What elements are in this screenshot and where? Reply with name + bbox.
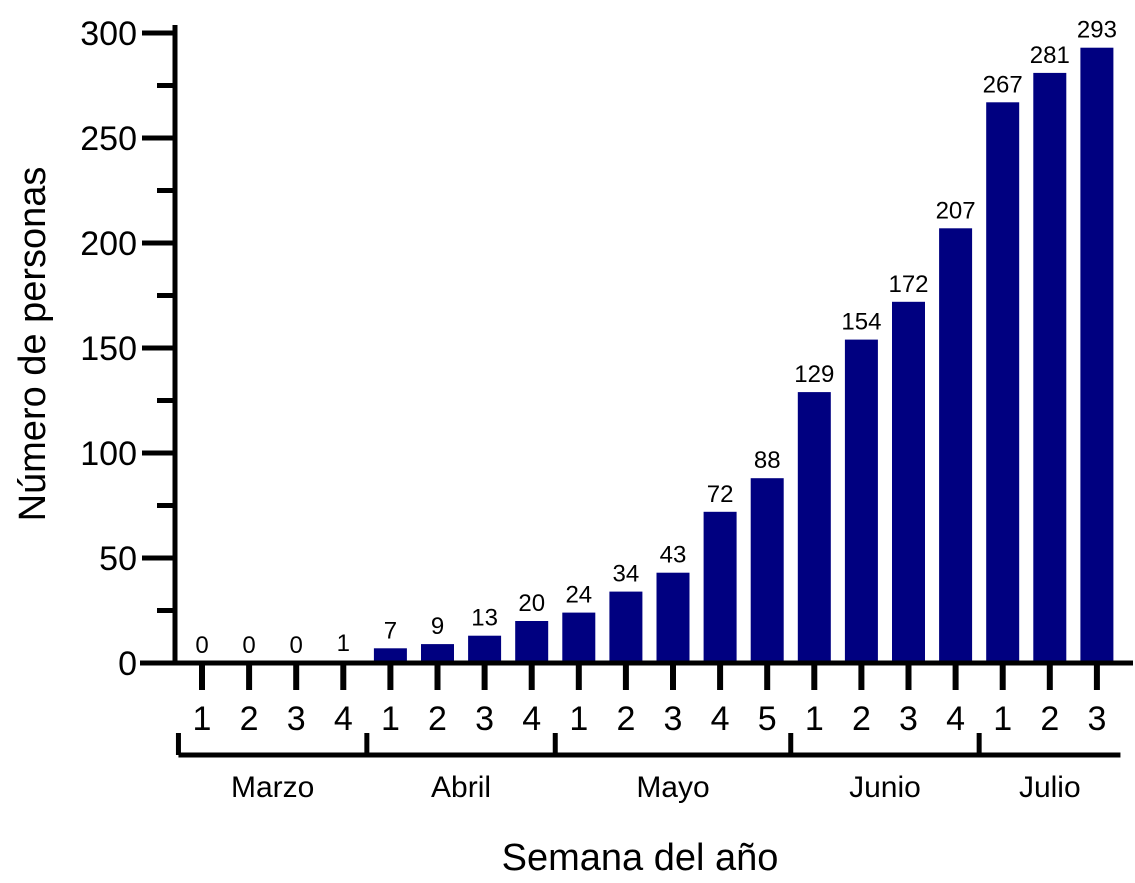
bar [750,478,784,663]
x-tick-label: 2 [1040,700,1059,738]
y-axis-title: Número de personas [12,167,54,522]
bar [797,392,831,663]
bar [1080,47,1114,663]
x-tick-label: 2 [428,700,447,738]
bar [609,591,643,663]
x-tick-label: 1 [193,700,212,738]
y-tick-label: 0 [118,645,137,683]
bar-value-label: 34 [613,561,640,588]
x-tick-label: 4 [946,700,965,738]
month-groups-layer: Marzo Abril Mayo Junio Julio [175,733,1121,804]
bars-layer [326,47,1114,664]
x-tick-label: 5 [758,700,777,738]
y-ticks-layer: 0 50 100 150 200 250 300 [80,15,175,683]
x-tick-label: 1 [993,700,1012,738]
x-tick-label: 2 [852,700,871,738]
bar [515,621,549,663]
bar [656,572,690,663]
bar [468,635,502,663]
month-label: Abril [431,771,491,804]
x-tick-label: 4 [522,700,541,738]
month-label: Julio [1019,771,1081,804]
month-label: Junio [849,771,921,804]
bar-value-label: 154 [841,309,881,336]
bar-value-label: 129 [794,361,834,388]
month-label: Mayo [636,771,709,804]
bar-value-label: 88 [754,447,781,474]
x-tick-label: 2 [616,700,635,738]
bar-value-label: 43 [660,542,687,569]
x-tick-label: 3 [899,700,918,738]
x-tick-label: 4 [334,700,353,738]
x-tick-label: 3 [475,700,494,738]
bar-value-label: 172 [888,271,928,298]
x-tick-label: 2 [240,700,259,738]
x-tick-label: 1 [569,700,588,738]
y-tick-label: 100 [80,435,137,473]
bar [939,228,973,664]
bar [986,102,1020,664]
bar [703,511,737,663]
bar [421,644,454,663]
bar [562,612,596,663]
x-tick-label: 1 [805,700,824,738]
bar-value-label: 24 [565,582,592,609]
bar [892,301,925,663]
bar [844,339,878,663]
bar-value-label: 207 [936,197,976,224]
bar-value-label: 293 [1077,17,1117,44]
bar-value-label: 9 [431,613,444,640]
bar-value-label: 13 [471,605,498,632]
x-tick-label: 4 [711,700,730,738]
x-tick-label: 1 [381,700,400,738]
bar-value-label: 72 [707,481,734,508]
y-tick-label: 50 [99,540,137,578]
bar-value-label: 0 [242,632,255,659]
value-labels-layer: 0 0 0 1 7 9 13 20 24 34 43 72 88 129 154 172 207 267 281 29… [195,17,1117,659]
x-tick-label: 3 [1087,700,1106,738]
y-tick-label: 200 [80,225,137,263]
month-label: Marzo [231,771,314,804]
bar [373,648,407,663]
bar-value-label: 0 [290,632,303,659]
bar-value-label: 0 [195,632,208,659]
bar [1033,72,1067,663]
bar-value-label: 281 [1030,42,1070,69]
y-tick-label: 150 [80,330,137,368]
x-tick-label: 3 [664,700,683,738]
y-tick-label: 300 [80,15,137,53]
x-axis-title: Semana del año [502,837,779,879]
bar-value-label: 267 [983,71,1023,98]
bar-value-label: 1 [337,630,350,657]
y-tick-label: 250 [80,120,137,158]
bar-value-label: 20 [518,590,545,617]
x-tick-label: 3 [287,700,306,738]
bar-value-label: 7 [384,617,397,644]
